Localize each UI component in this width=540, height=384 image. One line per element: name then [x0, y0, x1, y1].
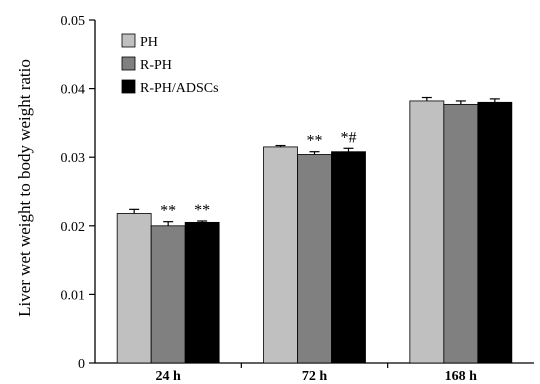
bar: [150, 225, 186, 364]
bar: [184, 221, 220, 364]
x-tick-label: 24 h: [156, 369, 182, 384]
x-ticks: 24 h 72 h 168 h: [156, 363, 478, 384]
legend-label: PH: [140, 35, 158, 50]
x-tick-label: 168 h: [445, 369, 478, 384]
y-axis-label: Liver wet weight to body weight ratio: [15, 59, 34, 317]
legend-swatch: [121, 56, 136, 71]
legend-label: R-PH: [140, 58, 172, 73]
legend-label: R-PH/ADSCs: [140, 81, 219, 96]
bar: [443, 103, 479, 364]
significance-marker: **: [194, 202, 210, 219]
y-tick-label: 0.02: [61, 220, 86, 235]
significance-marker: **: [160, 203, 176, 220]
y-ticks: 0 0.01 0.02 0.03 0.04 0.05: [61, 14, 95, 372]
bar: [263, 146, 298, 364]
bars: ** ** ** *#: [116, 96, 513, 364]
y-tick-label: 0.03: [61, 151, 86, 166]
y-tick-label: 0.01: [61, 288, 86, 303]
bar: [331, 151, 366, 364]
y-tick-label: 0.05: [61, 14, 86, 29]
significance-marker: *#: [341, 129, 357, 146]
bar: [477, 101, 513, 364]
bar: [116, 213, 152, 364]
legend-swatch: [121, 79, 136, 94]
y-tick-label: 0: [78, 357, 85, 372]
bar: [409, 100, 445, 364]
y-tick-label: 0.04: [61, 83, 86, 98]
legend: PH R-PH R-PH/ADSCs: [121, 33, 219, 96]
significance-marker: **: [307, 133, 323, 150]
legend-swatch: [121, 33, 136, 48]
x-tick-label: 72 h: [302, 369, 328, 384]
bar: [297, 154, 332, 364]
